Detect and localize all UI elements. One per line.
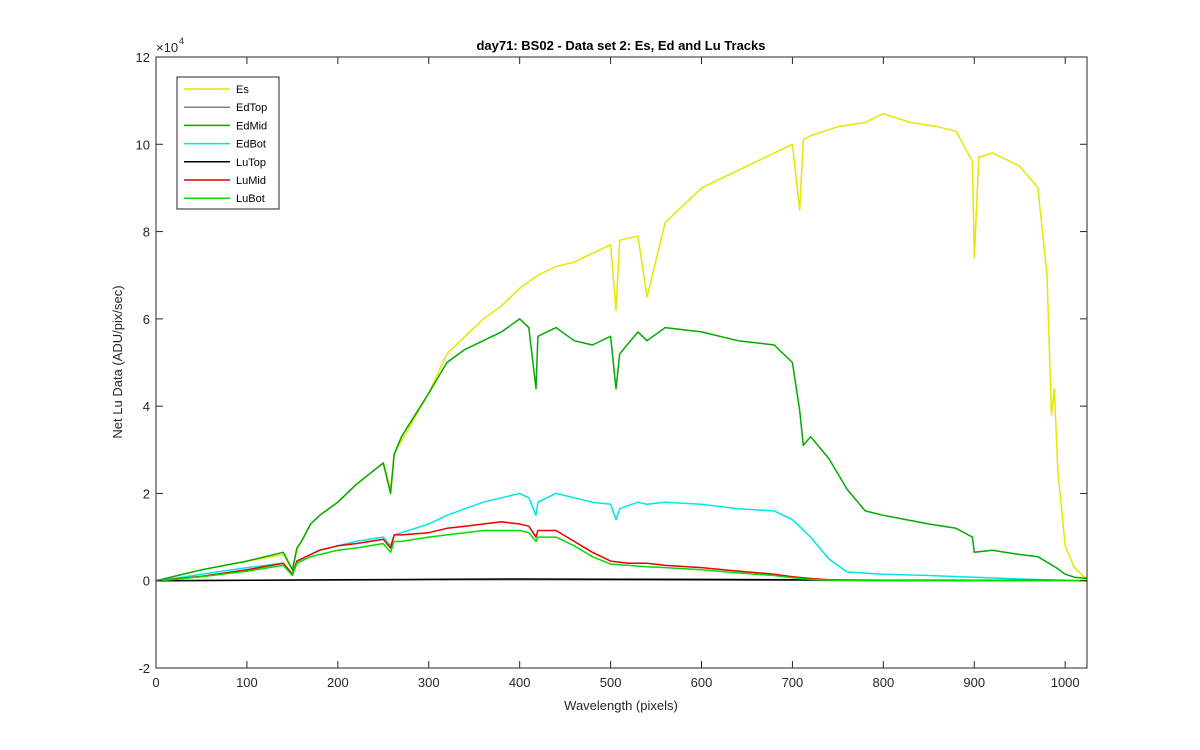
tick-layer: 0 100 200 300 400 500 600 700 800 900 1000-2024681… [136, 50, 1087, 690]
x-tick-label: 0 [152, 675, 159, 690]
y-tick-label: 8 [143, 225, 150, 240]
y-tick-label: 2 [143, 486, 150, 501]
y-axis-label: Net Lu Data (ADU/pix/sec) [110, 285, 125, 438]
y-tick-label: 12 [136, 50, 150, 65]
y-exponent-base: ×10 [156, 40, 178, 55]
legend-label-lutop: LuTop [236, 157, 266, 169]
y-tick-label: 6 [143, 312, 150, 327]
series-line-edmid [155, 318, 1088, 582]
chart-title: day71: BS02 - Data set 2: Es, Ed and Lu … [476, 38, 765, 53]
x-tick-label: 900 [963, 675, 985, 690]
x-tick-label: 800 [872, 675, 894, 690]
series-line-lubot [155, 529, 1087, 582]
x-tick-label: 600 [691, 675, 713, 690]
y-exponent-label: ×10 4 [156, 36, 184, 55]
legend-label-lubot: LuBot [236, 193, 265, 205]
x-axis-label: Wavelength (pixels) [564, 698, 678, 713]
series-layer [155, 112, 1088, 582]
legend-label-lumid: LuMid [236, 175, 266, 187]
y-tick-label: 4 [143, 399, 150, 414]
y-tick-label: -2 [138, 661, 150, 676]
x-tick-label: 300 [418, 675, 440, 690]
y-tick-label: 0 [143, 574, 150, 589]
legend: Es EdTop EdMid EdBot LuTop LuMid LuBot [176, 76, 280, 210]
x-tick-label: 1000 [1051, 675, 1080, 690]
x-tick-label: 400 [509, 675, 531, 690]
axes-box [155, 56, 1088, 669]
y-tick-label: 10 [136, 137, 150, 152]
plot-area-background [156, 57, 1087, 668]
x-tick-label: 700 [782, 675, 804, 690]
x-tick-label: 200 [327, 675, 349, 690]
x-tick-label: 100 [236, 675, 258, 690]
legend-label-edbot: EdBot [236, 139, 266, 151]
y-exponent-power: 4 [179, 36, 184, 46]
legend-label-edtop: EdTop [236, 102, 267, 114]
x-tick-label: 500 [600, 675, 622, 690]
legend-label-edmid: EdMid [236, 120, 267, 132]
legend-label-es: Es [236, 84, 249, 96]
